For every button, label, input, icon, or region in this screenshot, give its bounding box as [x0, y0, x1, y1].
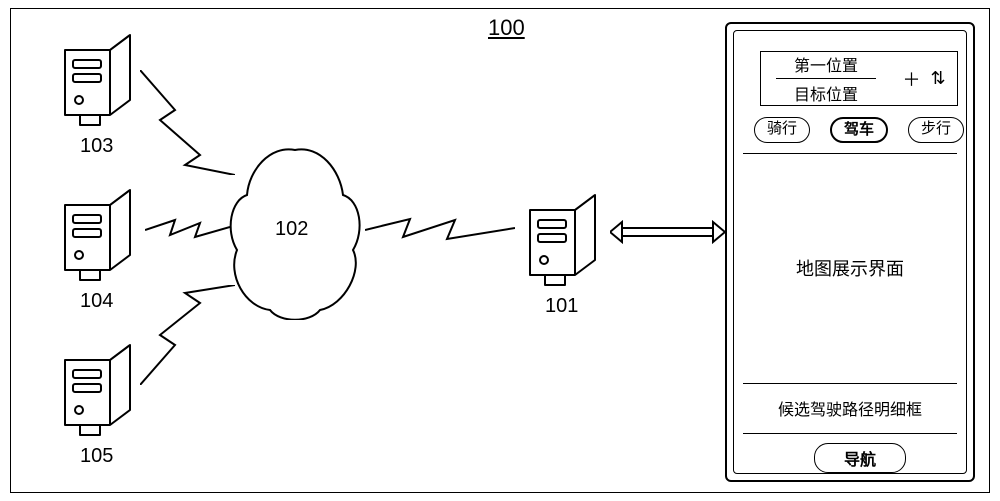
- divider-bottom: [743, 433, 957, 434]
- phone-screen: 第一位置 目标位置 ＋ ⇅ 骑行 驾车 步行 地图展示界面 候: [733, 30, 967, 474]
- cloud-102-label: 102: [275, 218, 308, 241]
- map-placeholder-label: 地图展示界面: [796, 255, 904, 281]
- server-103-icon: [55, 30, 145, 130]
- server-104-icon: [55, 185, 145, 285]
- server-105-icon: [55, 340, 145, 440]
- target-location-label: 目标位置: [788, 79, 864, 107]
- mode-chip-driving[interactable]: 驾车: [830, 117, 888, 143]
- add-stop-icon[interactable]: ＋: [902, 66, 920, 92]
- navigate-button[interactable]: 导航: [814, 443, 906, 473]
- navigate-button-label: 导航: [844, 446, 876, 470]
- diagram-canvas: 100 103: [0, 0, 1000, 501]
- link-104-cloud-icon: [145, 215, 230, 245]
- figure-number-label: 100: [488, 15, 525, 41]
- first-location-label: 第一位置: [788, 50, 864, 78]
- mode-chip-cycling[interactable]: 骑行: [754, 117, 810, 143]
- link-cloud-101-icon: [365, 215, 515, 245]
- link-103-cloud-icon: [140, 70, 235, 175]
- mode-chip-row: 骑行 驾车 步行: [754, 117, 964, 143]
- server-101-label: 101: [545, 295, 578, 318]
- server-104-label: 104: [80, 290, 113, 313]
- swap-icon[interactable]: ⇅: [930, 68, 945, 89]
- mode-chip-walking[interactable]: 步行: [908, 117, 964, 143]
- location-box: 第一位置 目标位置 ＋ ⇅: [760, 51, 958, 106]
- location-actions: ＋ ⇅: [891, 52, 957, 105]
- server-105-label: 105: [80, 445, 113, 468]
- candidate-route-box[interactable]: 候选驾驶路径明细框: [743, 383, 957, 433]
- phone-mockup: 第一位置 目标位置 ＋ ⇅ 骑行 驾车 步行 地图展示界面 候: [725, 22, 975, 482]
- double-arrow-icon: [610, 220, 725, 244]
- map-display-area[interactable]: 地图展示界面: [743, 153, 957, 383]
- candidate-route-label: 候选驾驶路径明细框: [778, 396, 922, 420]
- location-text-group: 第一位置 目标位置: [761, 52, 891, 105]
- server-101-icon: [520, 190, 610, 290]
- link-105-cloud-icon: [140, 285, 235, 385]
- server-103-label: 103: [80, 135, 113, 158]
